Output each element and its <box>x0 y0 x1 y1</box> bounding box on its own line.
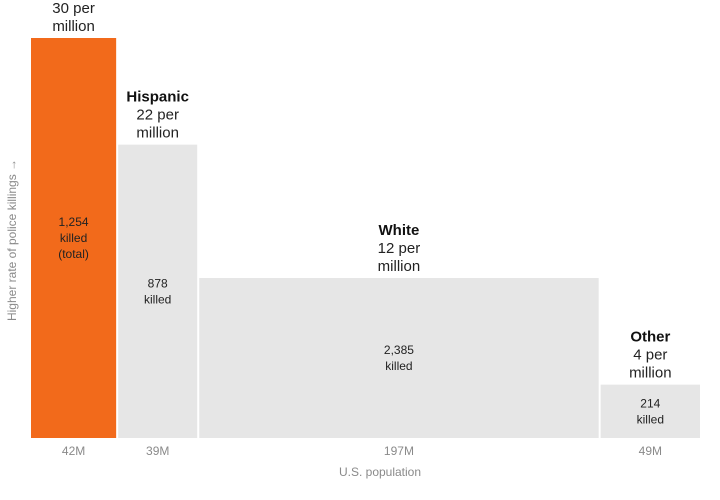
population-label-white: 197M <box>384 444 414 458</box>
killed-label-other: killed <box>637 412 664 426</box>
killed-label-other: 214 <box>640 396 660 410</box>
population-label-group-1: 42M <box>62 444 85 458</box>
population-label-other: 49M <box>639 444 662 458</box>
rate-label-hispanic: 22 per <box>136 107 179 124</box>
killed-label-hispanic: killed <box>144 292 171 306</box>
killed-label-hispanic: 878 <box>148 276 168 290</box>
bar-white <box>199 278 599 438</box>
bar-other <box>600 384 700 438</box>
rate-label-other: million <box>629 365 672 382</box>
rate-label-group-1: 30 per <box>52 0 95 17</box>
rate-label-white: million <box>378 258 421 275</box>
bar-hispanic <box>118 144 198 438</box>
group-name-white: White <box>379 222 420 239</box>
rate-label-group-1: million <box>52 18 95 35</box>
rate-label-white: 12 per <box>378 240 421 257</box>
rate-label-other: 4 per <box>633 347 667 364</box>
killed-label-group-1: 1,254 <box>59 215 89 229</box>
population-label-hispanic: 39M <box>146 444 169 458</box>
killed-label-group-1: killed <box>60 231 87 245</box>
killed-label-white: killed <box>385 359 412 373</box>
killed-label-white: 2,385 <box>384 343 414 357</box>
bar-group-1 <box>31 38 117 438</box>
y-axis-label: Higher rate of police killings → <box>5 159 19 321</box>
rate-label-hispanic: million <box>136 125 179 142</box>
group-name-other: Other <box>630 329 670 346</box>
group-name-hispanic: Hispanic <box>126 89 189 106</box>
x-axis-label: U.S. population <box>339 465 421 479</box>
bars-layer <box>31 38 700 438</box>
killed-label-group-1: (total) <box>58 247 89 261</box>
